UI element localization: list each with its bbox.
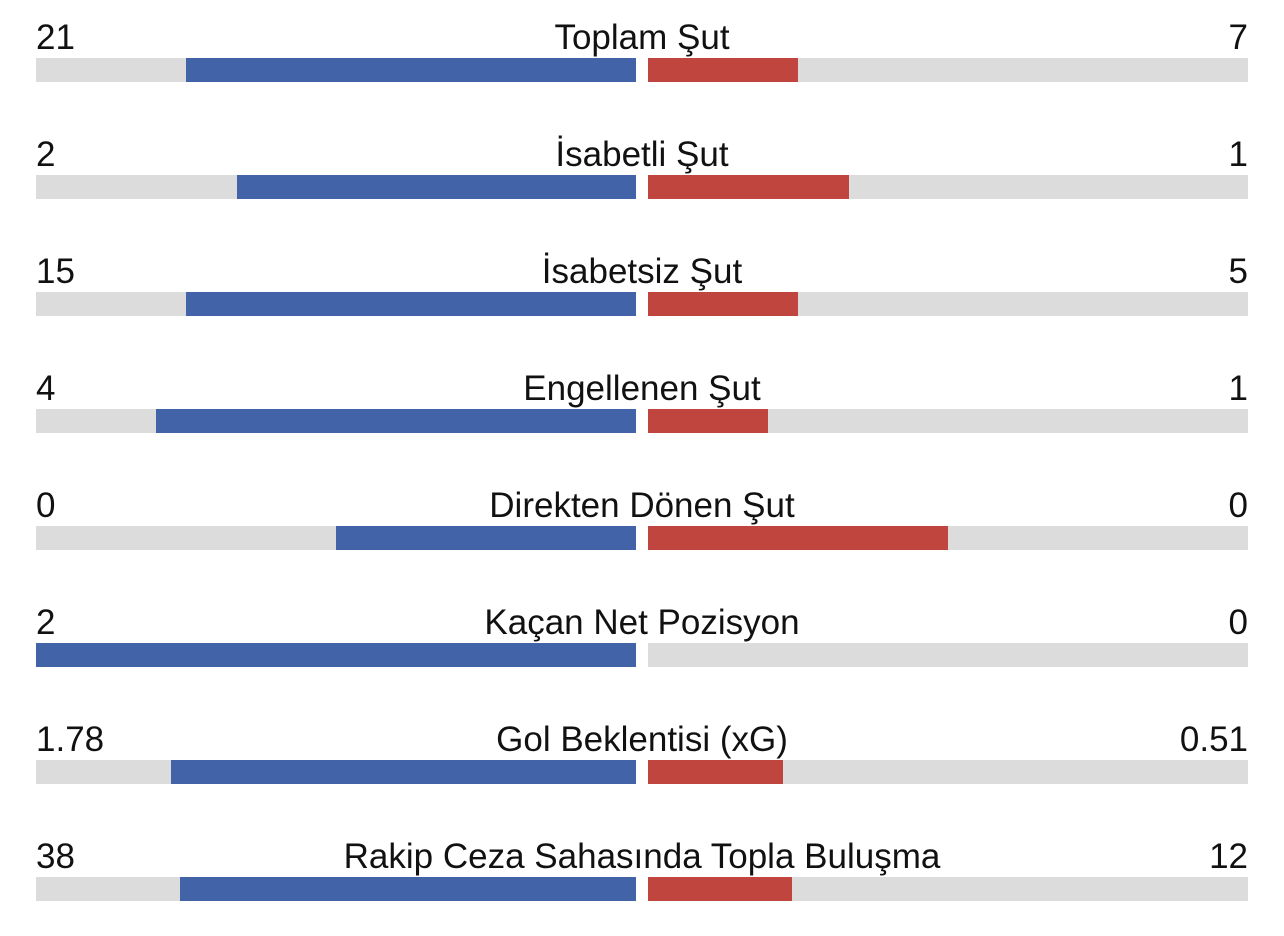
home-value: 2 <box>36 603 56 642</box>
stat-row: 0 Direkten Dönen Şut 0 <box>36 468 1248 585</box>
home-bar-track <box>36 643 636 667</box>
home-bar-track <box>36 760 636 784</box>
away-bar-track <box>648 877 1248 901</box>
home-bar-track <box>36 58 636 82</box>
home-bar-fill <box>171 760 636 784</box>
home-bar-fill <box>336 526 636 550</box>
away-value: 5 <box>1228 252 1248 291</box>
stat-label: Gol Beklentisi (xG) <box>496 720 788 759</box>
stat-row: 21 Toplam Şut 7 <box>36 0 1248 117</box>
stat-label: Direkten Dönen Şut <box>489 486 795 525</box>
home-value: 1.78 <box>36 720 105 759</box>
stat-label: Engellenen Şut <box>523 369 761 408</box>
away-bar-fill <box>648 175 849 199</box>
home-value: 0 <box>36 486 56 525</box>
stat-row: 1.78 Gol Beklentisi (xG) 0.51 <box>36 702 1248 819</box>
stat-row: 4 Engellenen Şut 1 <box>36 351 1248 468</box>
away-bar-track <box>648 58 1248 82</box>
home-bar-track <box>36 877 636 901</box>
away-bar-track <box>648 292 1248 316</box>
stat-label: Toplam Şut <box>554 18 730 57</box>
home-value: 21 <box>36 18 75 57</box>
away-value: 1 <box>1228 135 1248 174</box>
away-bar-fill <box>648 292 798 316</box>
away-bar-fill <box>648 58 798 82</box>
away-bar-track <box>648 409 1248 433</box>
home-bar-track <box>36 292 636 316</box>
stat-label: İsabetli Şut <box>555 135 729 174</box>
home-value: 38 <box>36 837 75 876</box>
home-value: 15 <box>36 252 75 291</box>
away-bar-track <box>648 526 1248 550</box>
away-bar-track <box>648 643 1248 667</box>
home-bar-track <box>36 409 636 433</box>
home-bar-track <box>36 175 636 199</box>
home-bar-fill <box>237 175 636 199</box>
home-bar-fill <box>186 292 636 316</box>
away-bar-fill <box>648 409 768 433</box>
home-value: 4 <box>36 369 56 408</box>
away-bar-track <box>648 760 1248 784</box>
home-bar-track <box>36 526 636 550</box>
away-bar-track <box>648 175 1248 199</box>
stat-row: 2 Kaçan Net Pozisyon 0 <box>36 585 1248 702</box>
home-bar-fill <box>36 643 636 667</box>
home-bar-fill <box>186 58 636 82</box>
stat-row: 15 İsabetsiz Şut 5 <box>36 234 1248 351</box>
stat-label: Kaçan Net Pozisyon <box>484 603 800 642</box>
away-bar-fill <box>648 760 783 784</box>
away-value: 12 <box>1209 837 1248 876</box>
stat-row: 2 İsabetli Şut 1 <box>36 117 1248 234</box>
away-bar-fill <box>648 877 792 901</box>
stat-label: İsabetsiz Şut <box>541 252 743 291</box>
away-value: 0.51 <box>1179 720 1248 759</box>
away-value: 0 <box>1228 486 1248 525</box>
stat-row: 38 Rakip Ceza Sahasında Topla Buluşma 12 <box>36 819 1248 936</box>
away-value: 1 <box>1228 369 1248 408</box>
home-bar-fill <box>180 877 636 901</box>
home-bar-fill <box>156 409 636 433</box>
away-bar-fill <box>648 526 948 550</box>
home-value: 2 <box>36 135 56 174</box>
stat-label: Rakip Ceza Sahasında Topla Buluşma <box>343 837 941 876</box>
away-value: 7 <box>1228 18 1248 57</box>
away-value: 0 <box>1228 603 1248 642</box>
